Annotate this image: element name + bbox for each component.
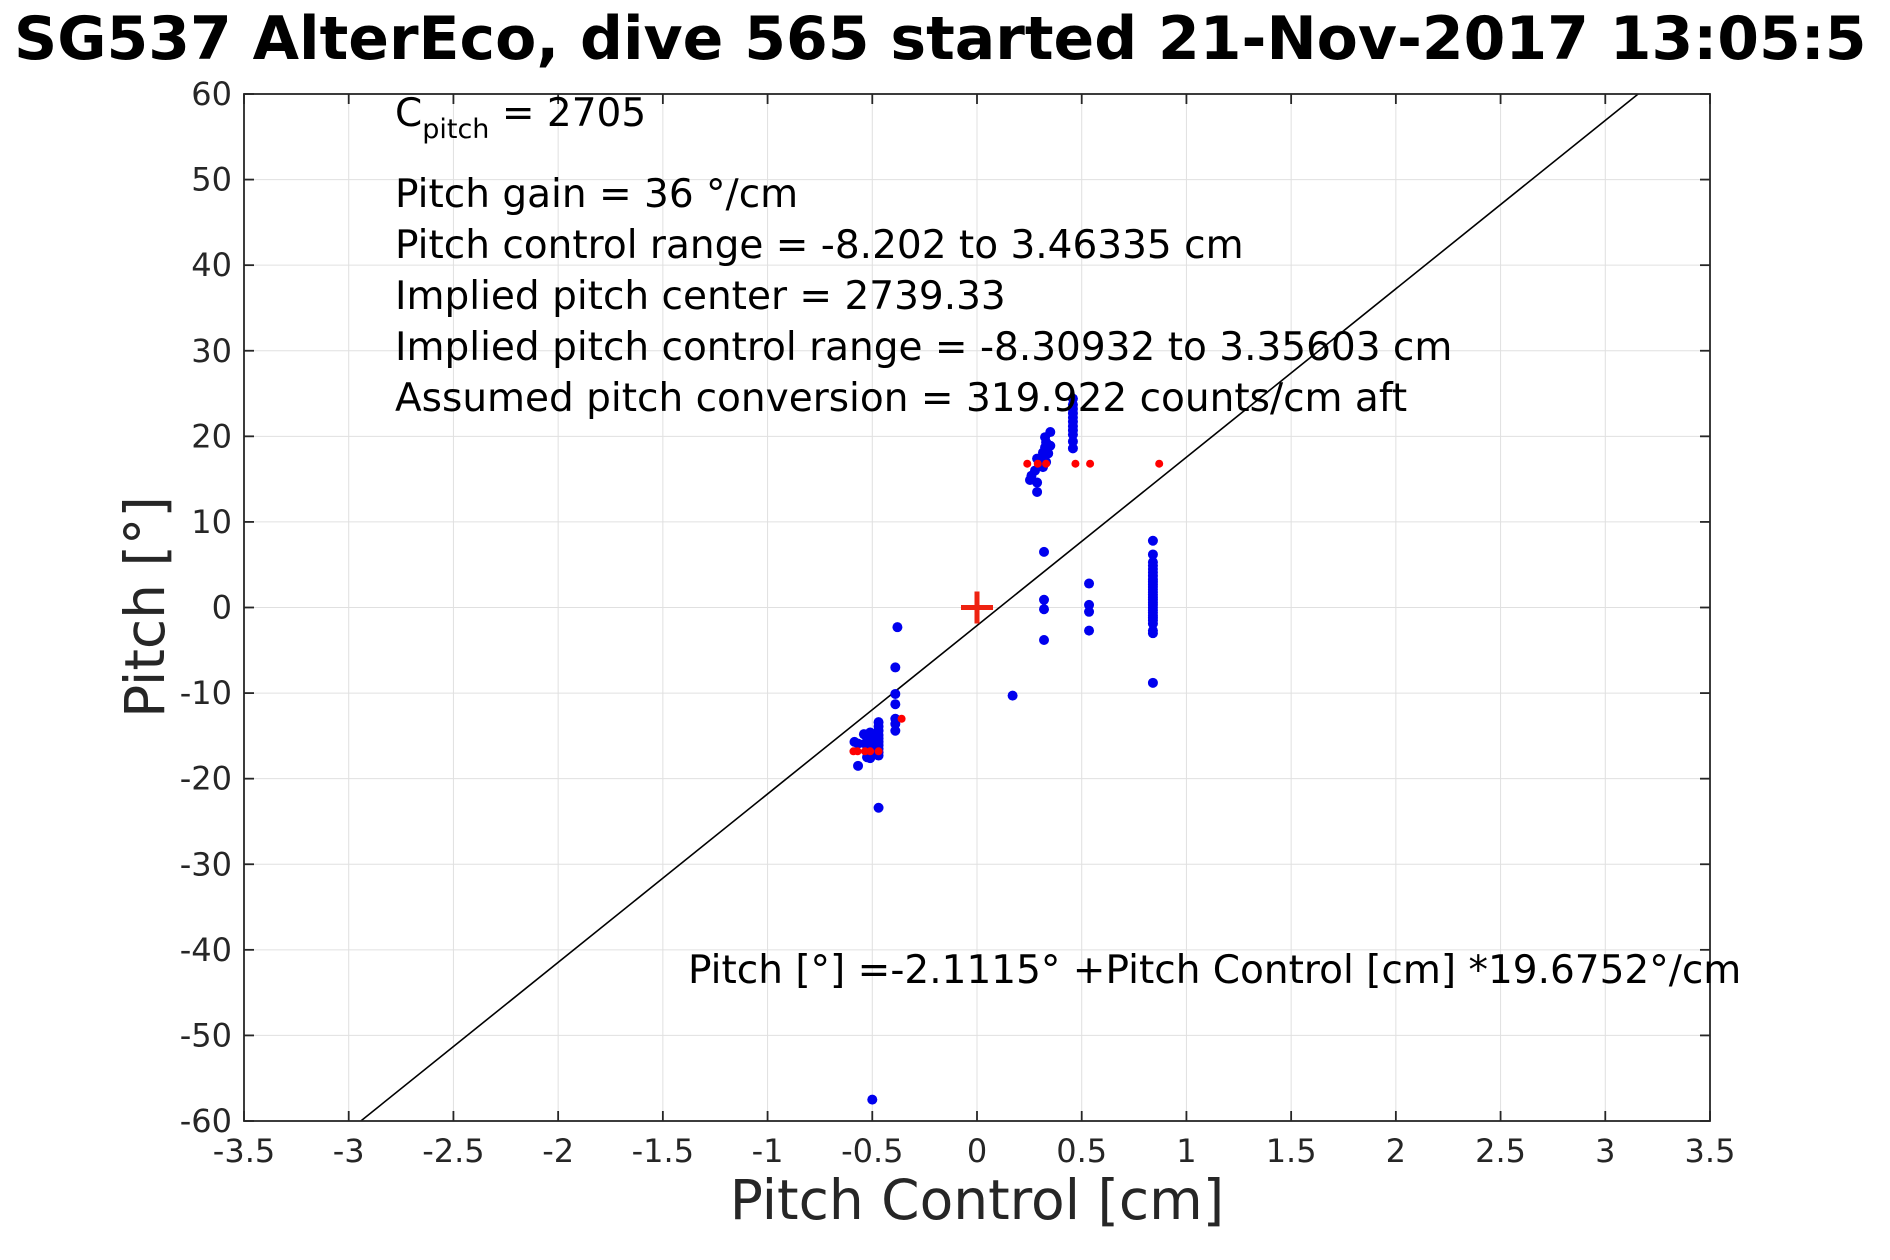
svg-text:-60: -60 <box>180 1102 232 1140</box>
fit-line <box>360 93 1639 1122</box>
annotation-cpitch: Cpitch = 2705 <box>395 91 647 145</box>
svg-text:-2: -2 <box>542 1132 574 1170</box>
svg-text:2: 2 <box>1386 1132 1406 1170</box>
chart-title: SG537 AlterEco, dive 565 started 21-Nov-… <box>14 4 1867 74</box>
annotation-assumed-pitch-conversion: Assumed pitch conversion = 319.922 count… <box>395 376 1408 421</box>
svg-text:50: 50 <box>191 161 232 199</box>
annotation-implied-pitch-control-range: Implied pitch control range = -8.30932 t… <box>395 325 1453 370</box>
svg-text:-2.5: -2.5 <box>422 1132 484 1170</box>
svg-text:-40: -40 <box>180 931 232 969</box>
svg-text:-3: -3 <box>333 1132 365 1170</box>
svg-text:60: 60 <box>191 75 232 113</box>
svg-text:20: 20 <box>191 417 232 455</box>
svg-text:-10: -10 <box>180 674 232 712</box>
series-flagged-pitch-red <box>849 459 1164 756</box>
calibration-annotations: Cpitch = 2705 Pitch gain = 36 °/cm Pitch… <box>395 88 1452 424</box>
annotation-pitch-gain: Pitch gain = 36 °/cm <box>395 172 799 217</box>
svg-text:0: 0 <box>967 1132 987 1170</box>
svg-text:-1.5: -1.5 <box>632 1132 694 1170</box>
svg-text:10: 10 <box>191 503 232 541</box>
series-observed-pitch-blue <box>849 393 1158 1105</box>
svg-text:0: 0 <box>212 589 232 627</box>
annotation-implied-pitch-center: Implied pitch center = 2739.33 <box>395 274 1006 319</box>
svg-text:-30: -30 <box>180 845 232 883</box>
svg-text:0.5: 0.5 <box>1056 1132 1107 1170</box>
svg-text:-20: -20 <box>180 760 232 798</box>
y-axis-label: Pitch [°] <box>113 496 177 718</box>
svg-text:1.5: 1.5 <box>1266 1132 1317 1170</box>
svg-text:30: 30 <box>191 332 232 370</box>
svg-text:-50: -50 <box>180 1016 232 1054</box>
cpitch-subscript: pitch <box>422 114 490 145</box>
svg-text:3: 3 <box>1595 1132 1615 1170</box>
svg-text:1: 1 <box>1176 1132 1196 1170</box>
svg-text:-3.5: -3.5 <box>213 1132 275 1170</box>
svg-text:40: 40 <box>191 246 232 284</box>
annotation-pitch-control-range: Pitch control range = -8.202 to 3.46335 … <box>395 223 1244 268</box>
svg-text:3.5: 3.5 <box>1685 1132 1736 1170</box>
axes-box <box>243 93 1711 1122</box>
svg-text:-1: -1 <box>752 1132 784 1170</box>
x-tick-labels: -3.5 -3 -2.5 -2 -1.5 -1 -0.5 0 0.5 1 1.5 2 2.5 3 3.5 <box>213 1132 1736 1170</box>
series-pitch-center-cross <box>961 591 993 624</box>
x-axis-label: Pitch Control [cm] <box>729 1168 1225 1232</box>
y-tick-labels: -60 -50 -40 -30 -20 -10 0 10 20 30 40 50 60 <box>180 75 232 1140</box>
svg-text:-0.5: -0.5 <box>841 1132 903 1170</box>
svg-text:2.5: 2.5 <box>1475 1132 1526 1170</box>
fit-equation-text: Pitch [°] =-2.1115° +Pitch Control [cm] … <box>688 948 1742 993</box>
